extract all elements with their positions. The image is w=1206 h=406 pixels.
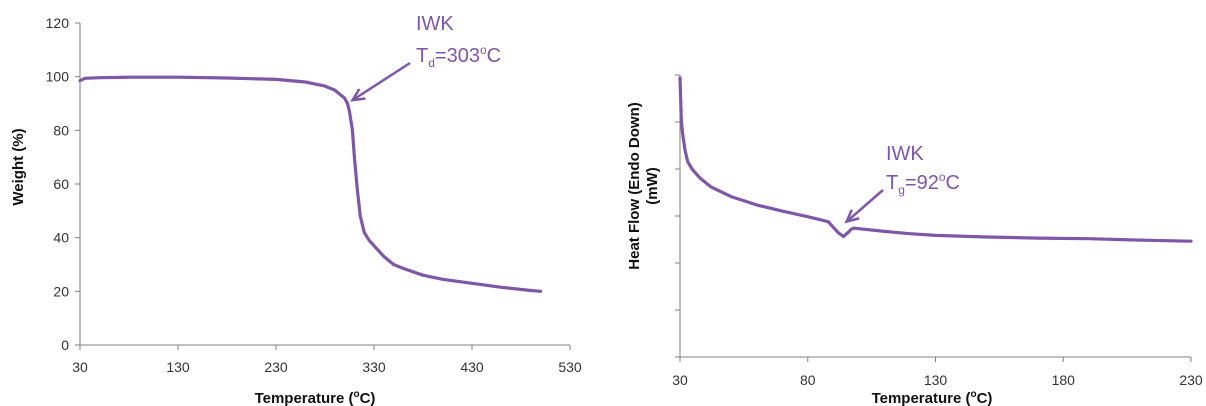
weight-x-tick-label: 430 xyxy=(460,359,484,375)
td-annotation-arrow xyxy=(351,61,411,102)
tg-annotation-value: Tg=92oC xyxy=(886,170,960,197)
heatflow-x-tick-label: 80 xyxy=(800,372,816,388)
heatflow-x-tick-labels: 30 80 130 180 230 xyxy=(672,372,1203,388)
weight-y-tick-label: 80 xyxy=(53,122,69,138)
heatflow-x-axis-label: Temperature (oC) xyxy=(872,389,993,406)
weight-x-tick-label: 130 xyxy=(166,359,190,375)
heatflow-series-line xyxy=(678,76,1193,243)
weight-x-axis-label: Temperature (oC) xyxy=(255,389,376,406)
weight-x-tick-label: 530 xyxy=(558,359,582,375)
td-annotation: IWK Td=303oC xyxy=(350,13,501,102)
tg-annotation-arrowhead xyxy=(844,209,860,224)
heatflow-x-tick-label: 230 xyxy=(1179,372,1203,388)
tg-annotation: IWK Tg=92oC xyxy=(844,143,960,224)
heatflow-y-axis-unit: (mW) xyxy=(644,167,661,205)
weight-y-tick-label: 120 xyxy=(46,15,70,31)
weight-y-tick-label: 100 xyxy=(46,69,70,85)
tg-annotation-arrow xyxy=(845,189,884,223)
weight-y-tick-label: 40 xyxy=(53,230,69,246)
weight-axes xyxy=(75,22,571,350)
weight-x-tick-label: 230 xyxy=(264,359,288,375)
heatflow-y-axis-label: Heat Flow (Endo Down) xyxy=(626,102,643,269)
weight-chart: 0 20 40 60 80 100 120 30 130 230 330 430 530 Weight… xyxy=(10,13,582,406)
weight-series-line xyxy=(78,75,543,293)
weight-x-tick-label: 30 xyxy=(72,359,88,375)
weight-y-tick-label: 0 xyxy=(61,337,69,353)
td-annotation-arrowhead xyxy=(350,88,366,102)
heatflow-axes xyxy=(675,74,1192,362)
tg-annotation-label: IWK xyxy=(886,143,924,165)
weight-y-tick-labels: 0 20 40 60 80 100 120 xyxy=(46,15,70,353)
td-annotation-label: IWK xyxy=(416,13,454,35)
weight-x-tick-label: 330 xyxy=(362,359,386,375)
heatflow-x-tick-label: 30 xyxy=(672,372,688,388)
heatflow-x-tick-label: 130 xyxy=(924,372,948,388)
heatflow-x-tick-label: 180 xyxy=(1052,372,1076,388)
weight-x-tick-labels: 30 130 230 330 430 530 xyxy=(72,359,582,375)
td-annotation-value: Td=303oC xyxy=(416,43,501,70)
weight-y-axis-label: Weight (%) xyxy=(10,128,27,205)
weight-y-tick-label: 20 xyxy=(53,283,69,299)
weight-y-tick-label: 60 xyxy=(53,176,69,192)
heat-flow-chart: 30 80 130 180 230 Heat Flow (Endo Down) (mW)… xyxy=(626,74,1203,406)
